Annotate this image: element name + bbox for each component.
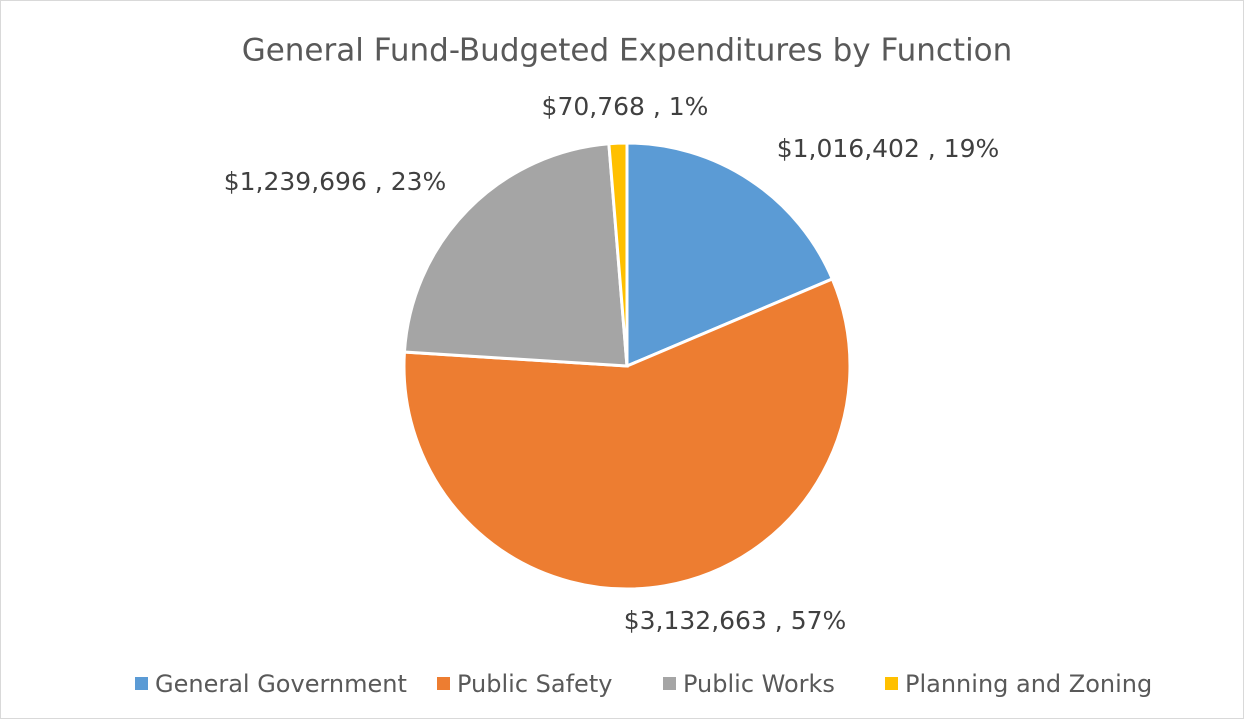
legend-label: Planning and Zoning [905,670,1152,698]
chart-title: General Fund-Budgeted Expenditures by Fu… [242,33,1013,69]
legend-swatch [135,677,148,690]
legend-label: Public Safety [457,670,612,698]
legend-swatch [663,677,676,690]
data-label: $3,132,663 , 57% [624,606,847,635]
data-label: $1,239,696 , 23% [224,167,447,196]
data-label: $1,016,402 , 19% [777,134,1000,163]
legend-swatch [437,677,450,690]
data-label: $70,768 , 1% [542,92,709,121]
pie-slice [625,141,835,369]
legend-label: Public Works [683,670,835,698]
pie-slice [402,276,852,591]
pie-slice [402,142,629,368]
legend-label: General Government [155,670,407,698]
legend-swatch [885,677,898,690]
pie-slice [607,141,629,367]
